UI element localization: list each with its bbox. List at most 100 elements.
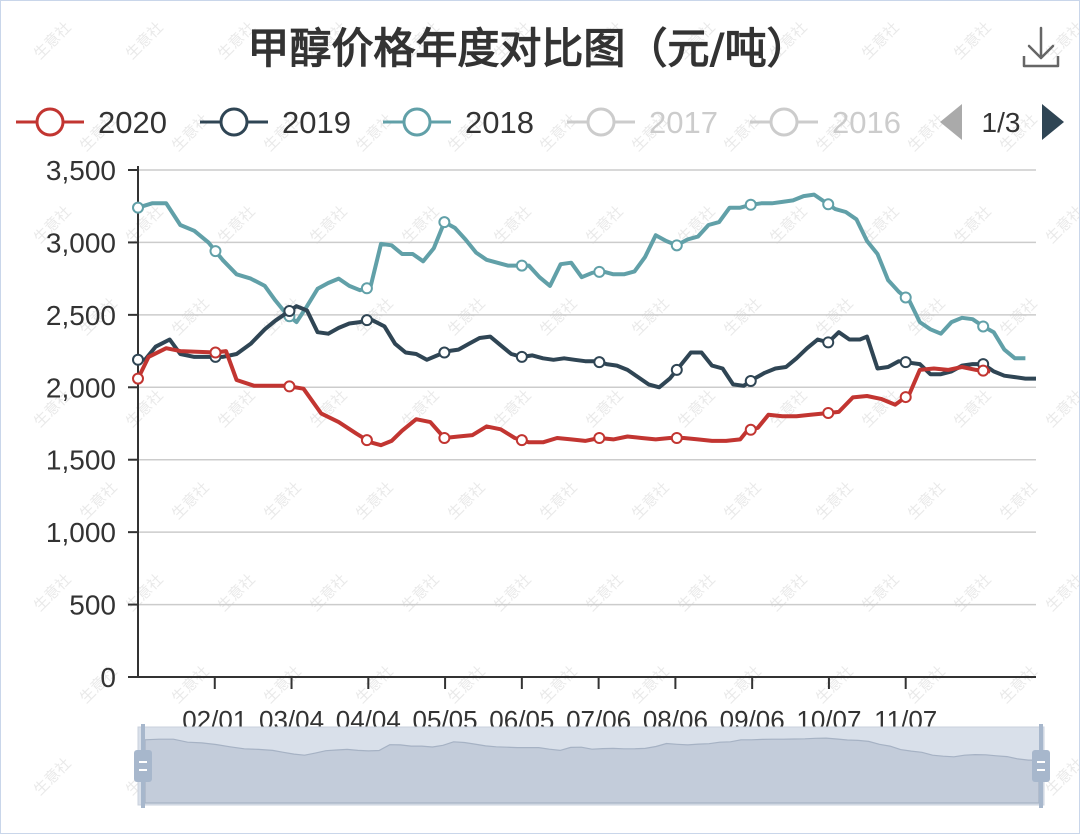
watermark-text: 生意社 [628,294,673,339]
data-point[interactable] [822,198,835,211]
data-point[interactable] [744,423,757,436]
legend-item-2020[interactable]: 2020 [16,105,167,140]
data-point[interactable] [360,314,373,327]
watermark-text: 生意社 [674,386,719,431]
watermark-text: 生意社 [168,110,213,155]
data-point[interactable] [670,363,683,376]
y-tick-label: 3,500 [46,155,116,186]
data-point[interactable] [438,346,451,359]
legend-label: 2020 [98,105,167,140]
legend-prev-icon[interactable] [940,104,962,140]
watermark-text: 生意社 [536,478,581,523]
data-point[interactable] [438,216,451,229]
legend-page-indicator: 1/3 [982,107,1021,138]
data-point[interactable] [132,353,144,366]
data-point[interactable] [283,304,296,317]
series-2020 [132,346,991,448]
watermark-text: 生意社 [766,386,811,431]
watermark-text: 生意社 [490,386,535,431]
y-axis: 0 500 1,000 1,500 2,000 2,500 3,000 3,500 [46,155,139,693]
watermark-text: 生意社 [214,386,259,431]
watermark-text: 生意社 [168,294,213,339]
watermark-text: 生意社 [812,662,857,707]
watermark-text: 生意社 [536,294,581,339]
data-point[interactable] [209,346,222,359]
data-point[interactable] [822,336,835,349]
watermark-text: 生意社 [306,570,351,615]
data-point[interactable] [209,245,222,258]
y-tick-label: 2,500 [46,300,116,331]
data-point[interactable] [360,282,373,295]
data-point[interactable] [515,434,528,447]
legend-label: 2018 [465,105,534,140]
download-icon[interactable] [1018,24,1064,72]
zoom-handle-right[interactable] [1032,724,1050,808]
watermark-text: 生意社 [122,18,167,63]
watermark-text: 生意社 [582,202,627,247]
watermark-text: 生意社 [30,754,75,799]
watermark-text: 生意社 [1042,570,1080,615]
watermark-text: 生意社 [214,570,259,615]
data-point[interactable] [515,350,528,363]
data-point[interactable] [360,434,373,447]
watermark-text: 生意社 [812,294,857,339]
watermark-text: 生意社 [214,202,259,247]
legend-label: 2016 [832,105,901,140]
data-point[interactable] [593,431,606,444]
data-point[interactable] [977,320,990,333]
data-point[interactable] [132,201,144,214]
watermark-text: 生意社 [766,202,811,247]
y-tick-label: 3,000 [46,227,116,258]
watermark-text: 生意社 [168,662,213,707]
data-point[interactable] [593,356,606,369]
watermark-text: 生意社 [260,478,305,523]
watermark-text: 生意社 [444,478,489,523]
data-point[interactable] [822,406,835,419]
watermark-text: 生意社 [628,478,673,523]
legend: 2020 2019 2018 2017 2016 [16,105,901,140]
watermark-text: 生意社 [536,662,581,707]
y-tick-label: 500 [69,590,116,621]
zoom-preview-area [144,737,1040,804]
legend-item-2019[interactable]: 2019 [200,105,351,140]
watermark-text: 生意社 [720,478,765,523]
legend-item-2018[interactable]: 2018 [383,105,534,140]
watermark-text: 生意社 [996,294,1041,339]
watermark-text: 生意社 [858,570,903,615]
watermark-text: 生意社 [1042,202,1080,247]
watermark-text: 生意社 [122,202,167,247]
data-point[interactable] [744,375,757,388]
legend-next-icon[interactable] [1042,104,1064,140]
watermark-text: 生意社 [904,110,949,155]
data-point[interactable] [283,380,296,393]
watermark-text: 生意社 [674,570,719,615]
data-point[interactable] [670,431,683,444]
watermark-text: 生意社 [1042,386,1080,431]
watermark-text: 生意社 [720,294,765,339]
data-point[interactable] [438,431,451,444]
watermark-text: 生意社 [950,386,995,431]
data-point[interactable] [515,259,528,272]
watermark-text: 生意社 [950,570,995,615]
data-point[interactable] [899,356,912,369]
data-zoom-slider[interactable] [134,724,1050,808]
legend-label: 2017 [649,105,718,140]
data-point[interactable] [670,239,683,252]
data-point[interactable] [593,265,606,278]
data-point[interactable] [132,372,144,385]
plot-area [132,192,1036,448]
data-point[interactable] [899,391,912,404]
watermark-text: 生意社 [260,662,305,707]
zoom-handle-left[interactable] [134,724,152,808]
watermark-text: 生意社 [444,294,489,339]
data-point[interactable] [977,364,990,377]
legend-label: 2019 [282,105,351,140]
watermark-text: 生意社 [352,662,397,707]
data-point[interactable] [899,291,912,304]
watermark-text: 生意社 [720,662,765,707]
data-point[interactable] [744,198,757,211]
legend-item-2016[interactable]: 2016 [750,105,901,140]
y-tick-label: 1,000 [46,517,116,548]
watermark-text: 生意社 [122,386,167,431]
legend-item-2017[interactable]: 2017 [567,105,718,140]
